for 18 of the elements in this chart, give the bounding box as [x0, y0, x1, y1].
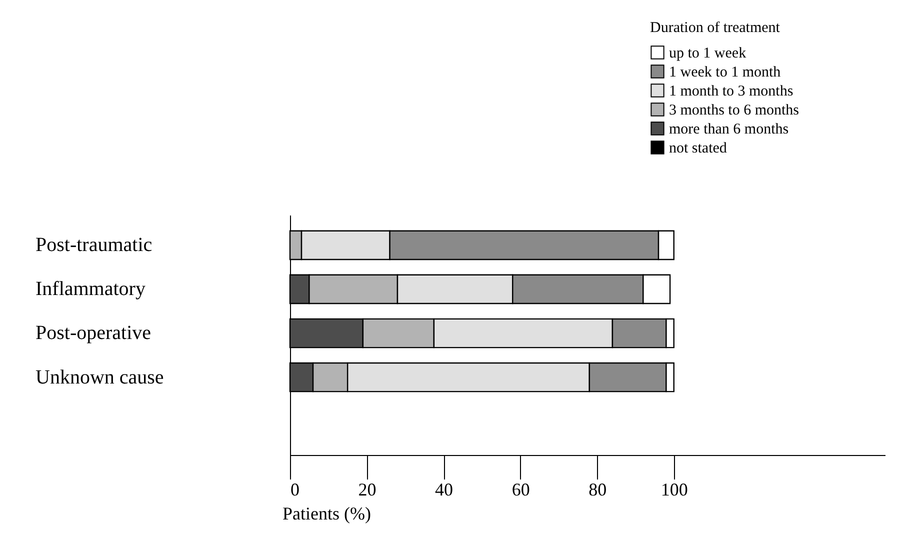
- y-tick-label: Post-operative: [36, 322, 152, 344]
- legend-label: 3 months to 6 months: [669, 102, 800, 118]
- x-tick-label: 80: [588, 480, 607, 500]
- x-tick-label: 60: [512, 480, 530, 500]
- y-tick-label: Unknown cause: [36, 366, 164, 388]
- x-tick-label: 40: [435, 480, 454, 500]
- legend-label: more than 6 months: [669, 122, 789, 138]
- legend-label: 1 month to 3 months: [669, 84, 794, 100]
- y-tick-label: Post-traumatic: [36, 234, 152, 256]
- x-tick-label: 100: [660, 480, 688, 500]
- x-axis-title: Patients (%): [282, 504, 371, 524]
- x-tick-label: 20: [358, 480, 376, 500]
- legend-label: not stated: [669, 140, 728, 156]
- legend-label: 1 week to 1 month: [669, 64, 782, 80]
- legend-label: up to 1 week: [669, 46, 747, 62]
- legend-title: Duration of treatment: [650, 20, 781, 36]
- y-tick-label: Inflammatory: [36, 278, 146, 300]
- x-tick-label: 0: [290, 480, 300, 500]
